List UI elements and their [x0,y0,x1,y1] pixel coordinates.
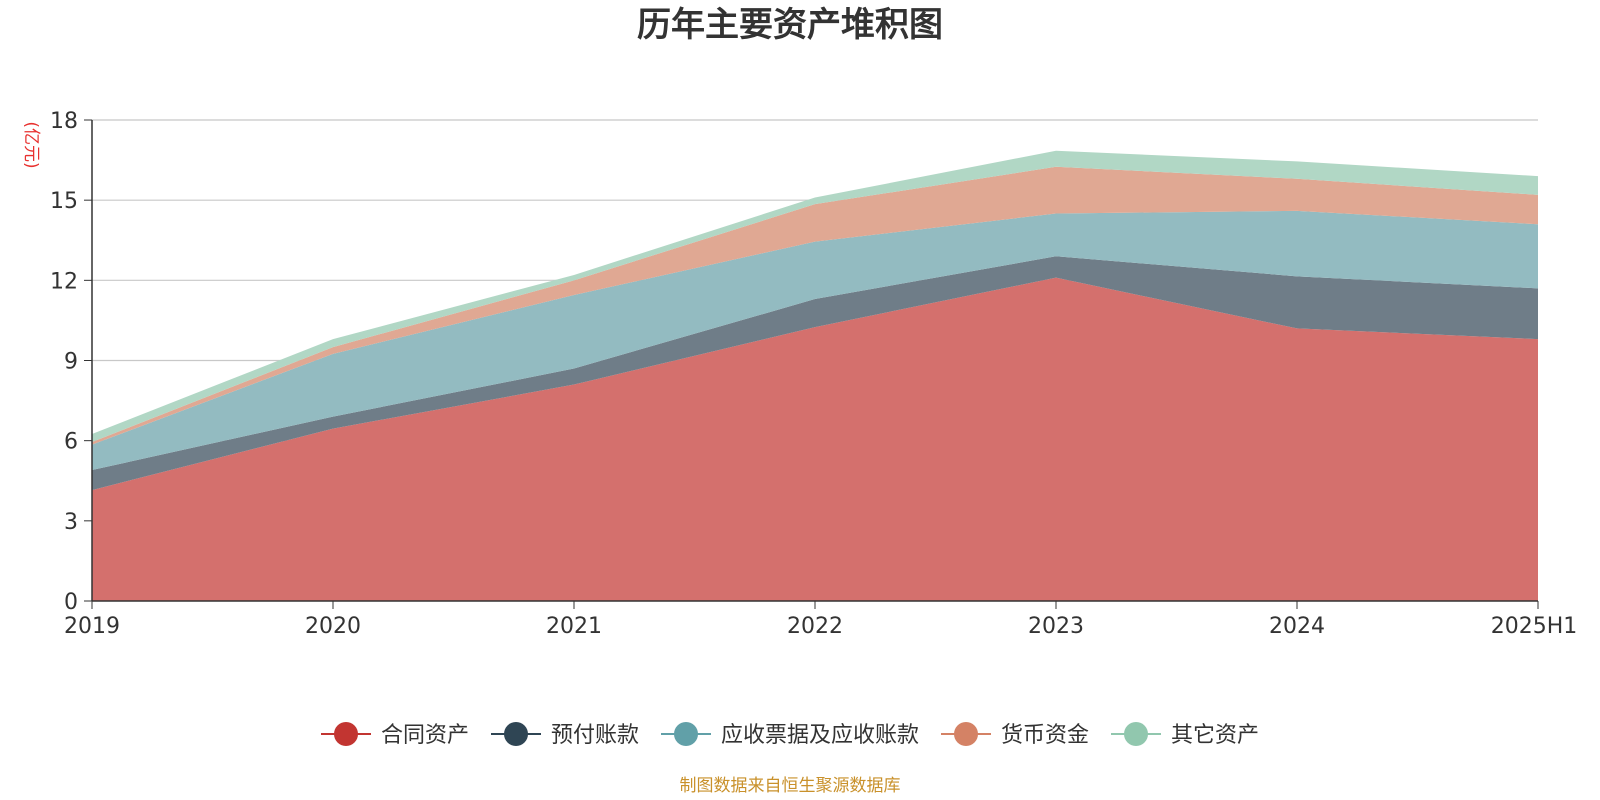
legend[interactable]: 合同资产 预付账款 应收票据及应收账款 货币资金 其它资产 [321,722,1259,748]
legend-item-2[interactable]: 预付账款 [491,722,639,748]
area-series-3[interactable] [92,210,1538,471]
x-tick-label: 2025H1 [1491,614,1578,639]
x-tick-label: 2019 [64,614,120,639]
y-tick-label: 18 [50,109,78,134]
legend-label: 预付账款 [551,723,639,748]
source-note: 制图数据来自恒生聚源数据库 [680,776,901,796]
legend-circle-icon [334,722,358,746]
area-series-4[interactable] [92,166,1538,445]
area-series-5[interactable] [92,150,1538,443]
legend-item-4[interactable]: 货币资金 [941,722,1089,748]
legend-label: 合同资产 [381,723,469,748]
area-series-group [92,150,1538,601]
y-tick-label: 12 [50,269,78,294]
axes: 0 3 6 9 12 15 18 2019 2020 2021 2022 2023 2024 2025H1 [50,109,1577,639]
x-tick-label: 2021 [546,614,602,639]
legend-item-5[interactable]: 其它资产 [1111,722,1259,748]
legend-label: 其它资产 [1171,723,1259,748]
y-tick-label: 15 [50,189,78,214]
x-tick-label: 2020 [305,614,361,639]
y-tick-label: 3 [64,510,78,535]
legend-label: 应收票据及应收账款 [721,723,919,748]
y-axis-label: (亿元) [21,121,41,168]
area-series-1[interactable] [92,277,1538,601]
legend-circle-icon [674,722,698,746]
chart-title: 历年主要资产堆积图 [637,5,943,45]
x-tick-label: 2022 [787,614,843,639]
legend-item-1[interactable]: 合同资产 [321,722,469,748]
legend-circle-icon [954,722,978,746]
x-tick-label: 2024 [1269,614,1325,639]
y-tick-label: 6 [64,430,78,455]
legend-item-3[interactable]: 应收票据及应收账款 [661,722,919,748]
legend-label: 货币资金 [1001,723,1089,748]
area-series-2[interactable] [92,256,1538,491]
legend-circle-icon [504,722,528,746]
legend-circle-icon [1124,722,1148,746]
y-tick-label: 9 [64,350,78,375]
x-tick-label: 2023 [1028,614,1084,639]
y-tick-label: 0 [64,590,78,615]
